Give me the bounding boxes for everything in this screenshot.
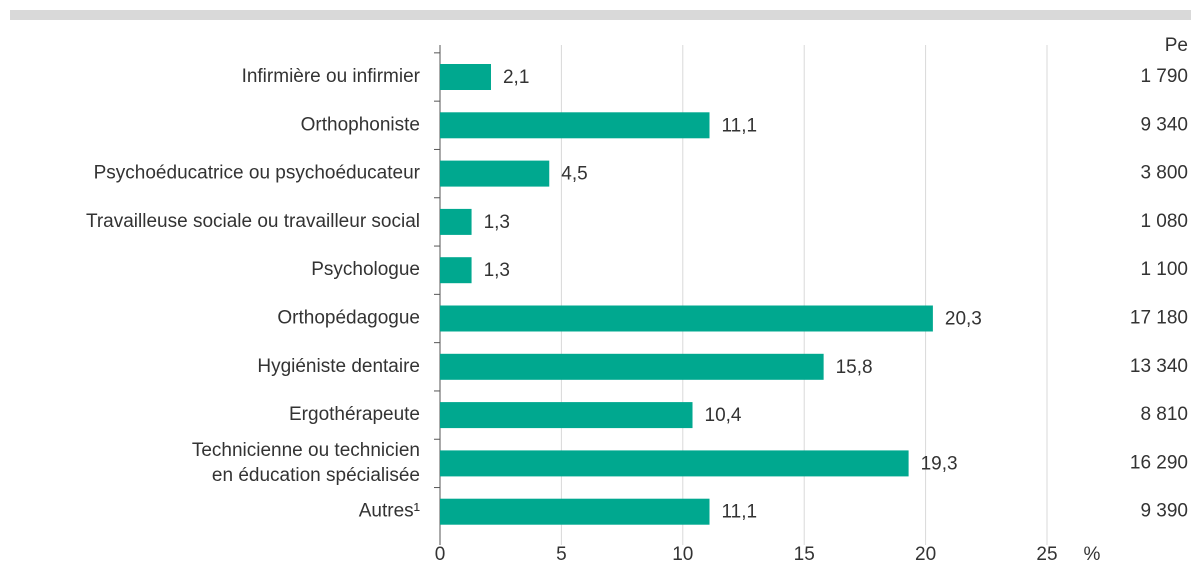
x-tick-label: 25 xyxy=(1036,544,1057,565)
column-value: 13 340 xyxy=(1130,356,1188,377)
x-tick-label: 20 xyxy=(915,544,936,565)
y-tick-label: Technicienne ou technicien xyxy=(192,440,420,461)
y-tick-label: Ergothérapeute xyxy=(289,404,420,425)
bar xyxy=(440,112,710,139)
y-tick-label: en éducation spécialisée xyxy=(212,465,420,486)
column-value: 8 810 xyxy=(1140,404,1188,425)
value-label: 4,5 xyxy=(561,164,587,185)
value-label: 10,4 xyxy=(705,405,742,426)
value-label: 1,3 xyxy=(484,260,510,281)
x-unit: % xyxy=(1084,544,1101,565)
y-tick-label: Psychoéducatrice ou psychoéducateur xyxy=(94,163,421,184)
value-label: 11,1 xyxy=(722,115,758,136)
bar xyxy=(440,402,693,429)
column-header: Pe xyxy=(1165,35,1188,56)
x-tick-label: 5 xyxy=(556,544,567,565)
y-tick-label: Psychologue xyxy=(311,259,420,280)
x-tick-label: 10 xyxy=(672,544,693,565)
y-tick-label: Orthopédagogue xyxy=(277,308,420,329)
column-value: 9 340 xyxy=(1140,114,1188,135)
bar xyxy=(440,208,472,235)
column-value: 3 800 xyxy=(1140,163,1188,184)
bar xyxy=(440,450,909,477)
column-value: 1 790 xyxy=(1140,66,1188,87)
bar xyxy=(440,353,824,380)
bar xyxy=(440,305,933,332)
y-tick-label: Travailleuse sociale ou travailleur soci… xyxy=(86,211,420,232)
bar xyxy=(440,498,710,525)
column-value: 17 180 xyxy=(1130,308,1188,329)
value-label: 19,3 xyxy=(921,453,958,474)
y-tick-label: Hygiéniste dentaire xyxy=(257,356,420,377)
y-tick-label: Autres¹ xyxy=(359,501,420,522)
value-label: 15,8 xyxy=(836,357,873,378)
value-label: 20,3 xyxy=(945,309,982,330)
bar xyxy=(440,257,472,284)
column-value: 1 080 xyxy=(1140,211,1188,232)
column-value: 16 290 xyxy=(1130,452,1188,473)
value-label: 1,3 xyxy=(484,212,510,233)
column-value: 1 100 xyxy=(1140,259,1188,280)
bar xyxy=(440,64,491,90)
top-band xyxy=(10,10,1191,20)
value-label: 2,1 xyxy=(503,67,529,88)
value-label: 11,1 xyxy=(722,502,758,523)
y-tick-label: Orthophoniste xyxy=(301,114,420,135)
y-tick-label: Infirmière ou infirmier xyxy=(242,66,421,87)
x-tick-label: 0 xyxy=(435,544,446,565)
x-tick-label: 15 xyxy=(794,544,815,565)
bar xyxy=(440,160,550,187)
column-value: 9 390 xyxy=(1140,501,1188,522)
